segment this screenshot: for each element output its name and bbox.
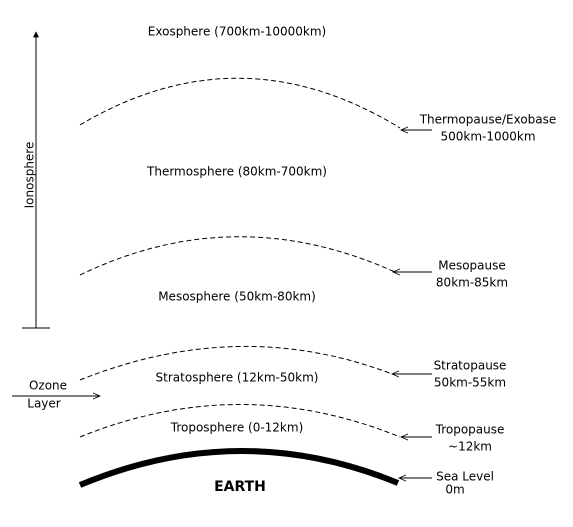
boundary-range: 50km-55km bbox=[434, 376, 506, 390]
boundary-name: Mesopause bbox=[438, 259, 506, 273]
boundary-name: Tropopause bbox=[435, 423, 505, 437]
boundary-arc bbox=[79, 236, 396, 276]
ionosphere-label: Ionosphere bbox=[23, 142, 37, 209]
ozone-label: Ozone bbox=[29, 379, 67, 393]
layer-label: Troposphere (0-12km) bbox=[170, 421, 304, 435]
boundary-name: Stratopause bbox=[434, 359, 507, 373]
earth-surface bbox=[78, 448, 400, 488]
boundary-range: 500km-1000km bbox=[440, 130, 535, 144]
boundary-name: Sea Level bbox=[436, 470, 494, 484]
layer-label: Thermosphere (80km-700km) bbox=[146, 165, 327, 179]
boundary-range: ~12km bbox=[448, 440, 492, 454]
layer-label: Mesosphere (50km-80km) bbox=[158, 290, 316, 304]
boundary-name: Thermopause/Exobase bbox=[419, 113, 557, 127]
boundary-arc bbox=[79, 404, 401, 438]
boundary-range: 0m bbox=[445, 483, 464, 497]
layer-label: Stratosphere (12km-50km) bbox=[156, 371, 319, 385]
ozone-label: Layer bbox=[27, 397, 61, 411]
boundary-arc bbox=[79, 77, 401, 129]
layer-label: Exosphere (700km-10000km) bbox=[148, 25, 326, 39]
earth-label: EARTH bbox=[214, 479, 266, 495]
boundary-range: 80km-85km bbox=[436, 276, 508, 290]
boundary-arc bbox=[79, 345, 393, 381]
